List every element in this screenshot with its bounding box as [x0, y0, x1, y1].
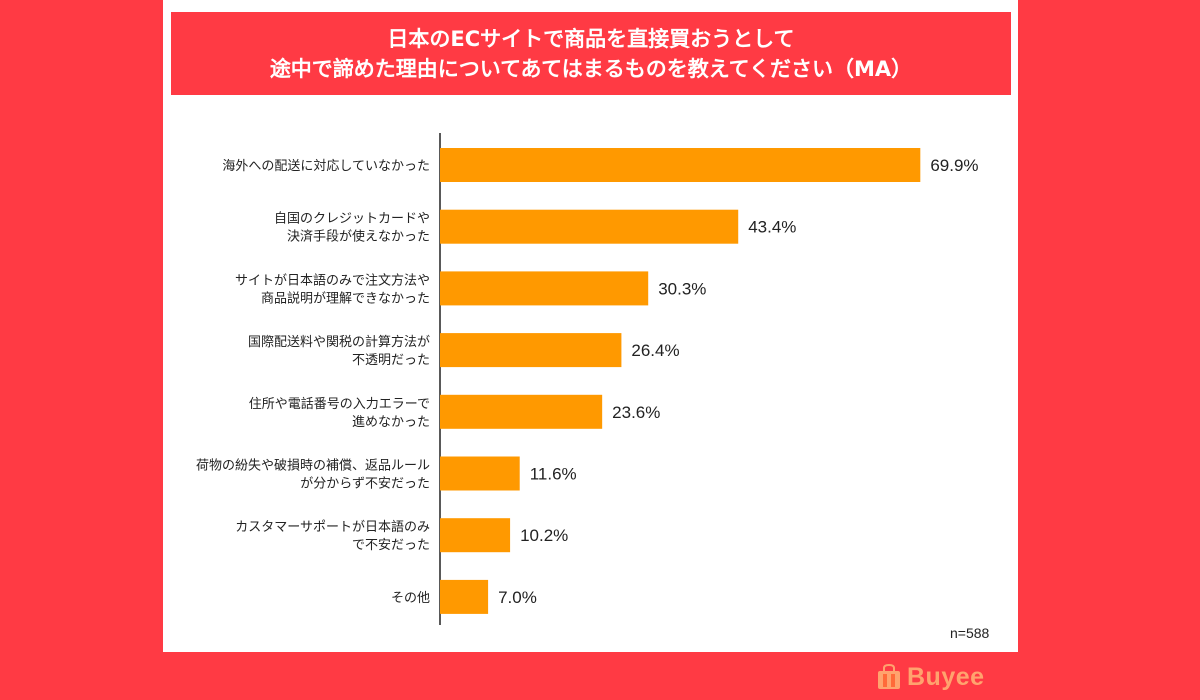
category-label: 決済手段が使えなかった	[287, 229, 430, 245]
chart-card	[163, 0, 1018, 652]
category-label: その他	[391, 591, 430, 606]
category-label: サイトが日本語のみで注文方法や	[235, 272, 430, 288]
bar	[440, 579, 489, 614]
logo-text: Buyee	[907, 662, 985, 691]
category-label: 商品説明が理解できなかった	[261, 290, 430, 306]
bar-value-label: 7.0%	[498, 588, 537, 607]
shopping-bag-icon	[878, 663, 900, 689]
bar-value-label: 26.4%	[631, 341, 679, 360]
bar	[440, 394, 603, 429]
category-label: が分からず不安だった	[300, 477, 430, 492]
category-label: 荷物の紛失や破損時の補償、返品ルール	[196, 459, 430, 474]
bar	[440, 456, 520, 491]
chart-title-banner: 日本のECサイトで商品を直接買おうとして 途中で諦めた理由についてあてはまるもの…	[171, 12, 1011, 95]
chart-title-line-2: 途中で諦めた理由についてあてはまるものを教えてください（MA）	[269, 56, 913, 81]
buyee-logo: Buyee	[875, 662, 985, 692]
category-label: 国際配送料や関税の計算方法が	[248, 334, 430, 350]
bar-value-label: 23.6%	[612, 403, 660, 422]
bar-value-label: 10.2%	[520, 526, 568, 545]
sample-size-note: n=588	[950, 625, 990, 641]
category-label: 自国のクレジットカードや	[274, 212, 430, 227]
bar	[440, 148, 921, 182]
category-label: カスタマーサポートが日本語のみ	[235, 519, 430, 535]
bar-value-label: 11.6%	[530, 465, 577, 484]
chart-title-line-1: 日本のECサイトで商品を直接買おうとして	[387, 26, 795, 51]
bar	[440, 271, 649, 306]
category-label: 進めなかった	[352, 415, 430, 430]
category-label: 住所や電話番号の入力エラーで	[249, 396, 430, 412]
bar-value-label: 69.9%	[930, 156, 978, 175]
bar-value-label: 30.3%	[658, 279, 706, 298]
category-label: で不安だった	[352, 538, 430, 553]
bar	[440, 518, 511, 553]
bar	[440, 209, 739, 244]
bar-value-label: 43.4%	[748, 218, 796, 237]
bar	[440, 333, 622, 368]
category-label: 不透明だった	[352, 353, 430, 368]
category-label: 海外への配送に対応していなかった	[222, 159, 430, 174]
